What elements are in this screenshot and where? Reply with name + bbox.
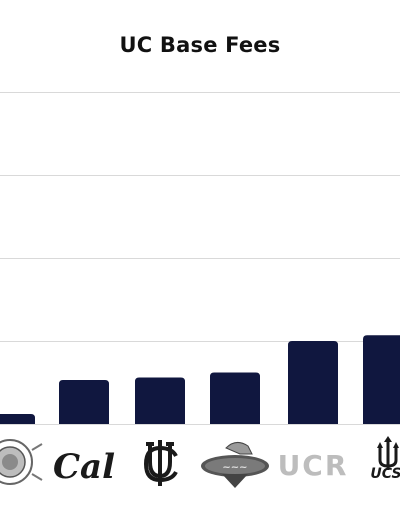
svg-text:Cal: Cal — [53, 447, 115, 487]
svg-text:UCS: UCS — [370, 466, 400, 482]
ucsd-trident-logo-icon: UCS — [370, 436, 400, 482]
bar-cal — [59, 380, 109, 424]
bar-ucla — [210, 372, 260, 424]
svg-text:UCR: UCR — [278, 449, 349, 482]
bar-uc-davis — [0, 414, 35, 424]
category-logos: Cal ~~~ UCR — [0, 436, 400, 488]
bar-ucr — [288, 341, 338, 424]
uc-irvine-logo-icon — [143, 440, 178, 486]
svg-text:~~~: ~~~ — [222, 462, 247, 473]
bar-ucsd — [363, 335, 400, 424]
ucr-logo-icon: UCR — [278, 449, 349, 482]
gridlines — [0, 92, 400, 425]
bars — [0, 335, 400, 424]
chart-title: UC Base Fees — [119, 33, 281, 57]
ucla-logo-icon: ~~~ — [201, 442, 269, 488]
uc-davis-logo-icon — [0, 439, 43, 485]
bar-uc-irvine — [135, 377, 185, 424]
cal-logo-icon: Cal — [53, 447, 115, 487]
